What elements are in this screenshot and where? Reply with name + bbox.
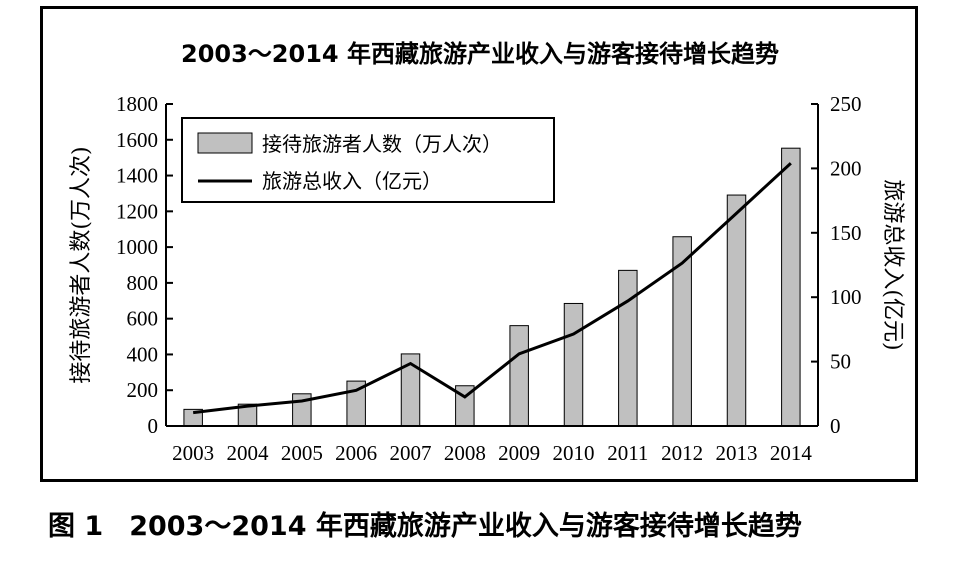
bar-2013 [726, 194, 747, 427]
x-tick-group: 2003 2004 2005 2006 2007 2008 2009 2010 2011 2012… [172, 441, 812, 465]
left-tick-label: 400 [127, 342, 159, 366]
x-tick-label: 2010 [553, 441, 595, 465]
income-line [192, 162, 792, 415]
right-tick-label: 50 [830, 350, 851, 374]
bar-2009 [509, 325, 529, 427]
x-tick-label: 2014 [770, 441, 813, 465]
legend-line-label: 旅游总收入（亿元） [262, 169, 442, 193]
chart-frame [40, 6, 918, 482]
x-tick-label: 2012 [661, 441, 703, 465]
figure-caption: 图 1 2003～2014 年西藏旅游产业收入与游客接待增长趋势 [48, 504, 928, 543]
legend-bar-label: 接待旅游者人数（万人次） [262, 132, 502, 156]
right-tick-label: 150 [830, 221, 862, 245]
left-tick-label: 200 [127, 378, 159, 402]
x-tick-label: 2008 [444, 441, 486, 465]
left-tick-label: 1200 [116, 199, 158, 223]
x-tick-label: 2006 [335, 441, 377, 465]
bar-2012 [672, 236, 692, 427]
bar-2011 [618, 269, 638, 427]
right-tick-label: 0 [830, 414, 841, 438]
x-tick-label: 2009 [498, 441, 540, 465]
x-tick-label: 2007 [390, 441, 432, 465]
left-tick-label: 1800 [116, 92, 158, 116]
left-tick-label: 1600 [116, 128, 158, 152]
figure-caption-text: 2003～2014 年西藏旅游产业收入与游客接待增长趋势 [129, 511, 802, 542]
right-tick-label: 100 [830, 285, 862, 309]
x-tick-label: 2003 [172, 441, 214, 465]
y-axis-label: 接待旅游者人数(万人次) [69, 146, 94, 383]
legend-bar-swatch [197, 132, 253, 154]
x-tick-label: 2011 [607, 441, 648, 465]
legend-box [181, 117, 555, 203]
x-tick-label: 2005 [281, 441, 323, 465]
right-tick-group: 0 50 100 150 200 250 [811, 92, 862, 438]
left-tick-group: 0 200 400 600 800 1000 1200 1400 1600 1800 [116, 92, 173, 438]
x-tick-label: 2004 [227, 441, 270, 465]
right-tick-label: 250 [830, 92, 862, 116]
bar-2010 [563, 302, 584, 427]
chart-title: 2003～2014 年西藏旅游产业收入与游客接待增长趋势 [181, 40, 779, 68]
left-tick-label: 800 [127, 271, 159, 295]
left-tick-label: 1000 [116, 235, 158, 259]
legend: 接待旅游者人数（万人次） 旅游总收入（亿元） [181, 117, 555, 203]
right-tick-label: 200 [830, 156, 862, 180]
x-tick-label: 2013 [716, 441, 758, 465]
left-tick-label: 600 [127, 307, 159, 331]
chart: 2003～2014 年西藏旅游产业收入与游客接待增长趋势 0 200 400 600 8… [69, 40, 905, 465]
line-series [192, 162, 792, 415]
left-tick-label: 0 [148, 414, 159, 438]
figure-number: 图 1 [48, 511, 104, 542]
bar-2014 [781, 147, 801, 427]
left-tick-label: 1400 [116, 164, 158, 188]
y2-axis-label: 旅游总收入(亿元) [880, 179, 905, 350]
